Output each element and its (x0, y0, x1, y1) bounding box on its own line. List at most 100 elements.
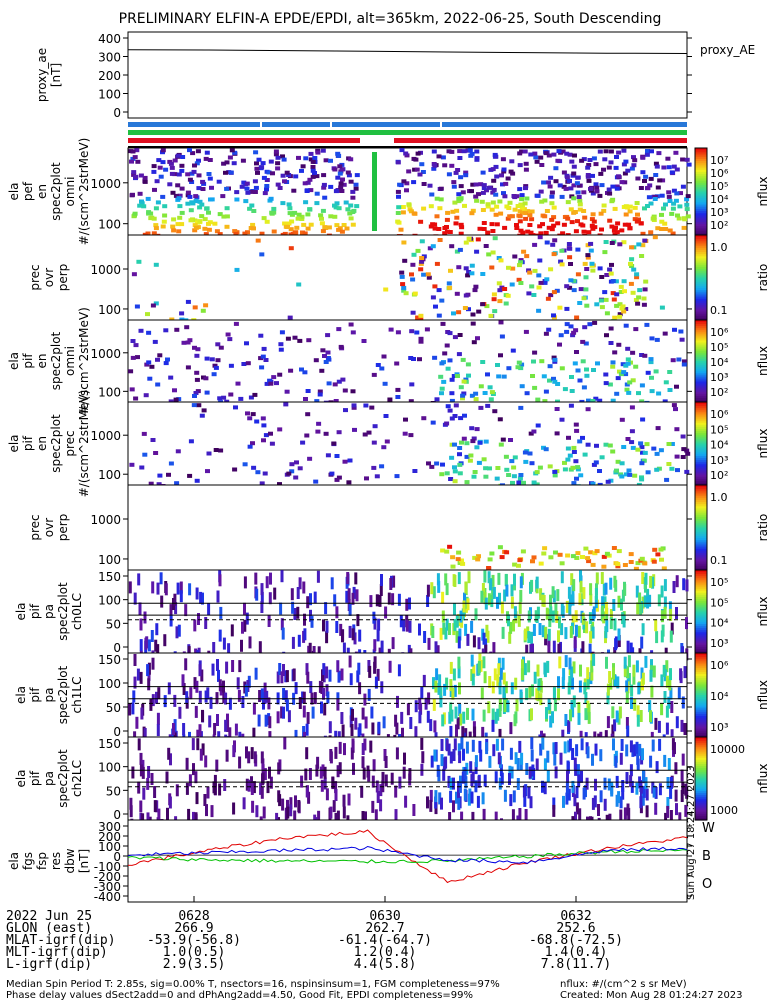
spectrogram-cell (675, 213, 680, 218)
colorbar-step (695, 716, 707, 719)
spectrogram-cell (291, 601, 295, 614)
spectrogram-cell (512, 562, 518, 567)
spectrogram-cell (458, 184, 464, 189)
spectrogram-cell (373, 661, 377, 674)
spectrogram-cell (466, 598, 470, 611)
spectrogram-cell (642, 287, 648, 292)
colorbar-tick-label: 10000 (710, 743, 745, 756)
spectrogram-cell (227, 155, 233, 160)
spectrogram-cell (644, 572, 648, 585)
spectrogram-cell (575, 744, 579, 757)
spectrogram-cell (566, 435, 571, 440)
colorbar-step (695, 617, 707, 621)
spectrogram-cell (237, 689, 241, 702)
spectrogram-cell (677, 204, 683, 209)
spectrogram-cell (228, 363, 234, 368)
spectrogram-cell (449, 455, 455, 460)
spectrogram-cell (658, 783, 662, 796)
spectrogram-cell (245, 746, 248, 759)
spectrogram-cell (474, 198, 480, 203)
spectrogram-cell (644, 322, 650, 327)
y-tick-label: 100 (98, 468, 121, 482)
colorbar-step (695, 555, 707, 558)
spectrogram-cell (267, 615, 271, 627)
y-axis-label: perp (56, 514, 70, 542)
spectrogram-cell (571, 450, 577, 454)
spectrogram-cell (245, 190, 251, 195)
spectrogram-cell (495, 738, 499, 751)
spectrogram-cell (308, 157, 314, 162)
spectrogram-cell (617, 369, 622, 374)
y-tick-label: 100 (98, 303, 121, 317)
colorbar-step (695, 770, 707, 773)
spectrogram-cell (662, 221, 668, 226)
spectrogram-cell (517, 151, 523, 156)
spectrogram-cell (226, 720, 230, 732)
spectrogram-cell (559, 366, 565, 371)
spectrogram-cell (457, 247, 463, 252)
spectrogram-cell (206, 221, 211, 226)
spectrogram-cell (532, 242, 538, 247)
spectrogram-cell (304, 768, 308, 781)
spectrogram-cell (251, 800, 255, 813)
spectrogram-cell (430, 244, 436, 249)
spectrogram-cell (619, 796, 623, 809)
spectrogram-cell (498, 442, 504, 447)
spectrogram-cell (188, 439, 194, 444)
spectrogram-cell (641, 748, 644, 761)
spectrogram-cell (231, 660, 235, 672)
spectrogram-cell (671, 738, 675, 751)
spectrogram-cell (497, 545, 503, 550)
eph-row-value: 252.6 (556, 921, 595, 936)
spectrogram-cell (289, 797, 293, 810)
spectrogram-cell (418, 267, 424, 272)
spectrogram-cell (463, 173, 469, 178)
spectrogram-cell (449, 244, 455, 249)
spectrogram-cell (321, 669, 324, 682)
colorbar-step (695, 215, 707, 219)
spectrogram-cell (594, 596, 598, 609)
spectrogram-cell (305, 180, 311, 185)
spectrogram-cell (383, 287, 389, 292)
spectrogram-cell (614, 186, 620, 191)
spectrogram-cell (449, 679, 453, 692)
spectrogram-cell (587, 158, 593, 162)
spectrogram-cell (399, 274, 405, 279)
spectrogram-cell (348, 179, 354, 184)
spectrogram-cell (271, 229, 277, 234)
colorbar-tick-label: 10⁴ (710, 439, 729, 452)
spectrogram-cell (565, 457, 571, 462)
spectrogram-cell (211, 372, 217, 377)
spectrogram-cell (431, 626, 435, 638)
spectrogram-cell (148, 481, 154, 486)
spectrogram-cell (394, 474, 400, 479)
spectrogram-cell (539, 743, 543, 756)
y-tick-label: 100 (98, 88, 121, 102)
spectrogram-cell (188, 218, 194, 223)
spectrogram-cell (508, 765, 512, 778)
spectrogram-cell (240, 158, 246, 163)
spectrogram-cell (401, 240, 407, 245)
spectrogram-cell (232, 802, 236, 815)
spectrogram-cell (635, 176, 641, 181)
spectrogram-cell (567, 720, 571, 733)
spectrogram-cell (523, 161, 529, 166)
colorbar-step (695, 294, 707, 298)
spectrogram-cell (629, 405, 635, 410)
spectrogram-cell (679, 671, 683, 684)
spectrogram-cell (234, 190, 240, 195)
spectrogram-cell (399, 148, 405, 153)
spectrogram-cell (481, 186, 487, 190)
spectrogram-cell (286, 173, 292, 177)
colorbar-step (695, 379, 707, 383)
spectrogram-cell (261, 175, 267, 180)
spectrogram-cell (297, 634, 301, 647)
spectrogram-cell (528, 431, 534, 436)
spectrogram-cell (153, 301, 159, 306)
spectrogram-cell (260, 416, 266, 421)
spectrogram-cell (395, 330, 401, 335)
spectrogram-cell (179, 590, 183, 603)
spectrogram-cell (240, 639, 243, 652)
eph-row-value: 4.4(5.8) (354, 957, 417, 972)
